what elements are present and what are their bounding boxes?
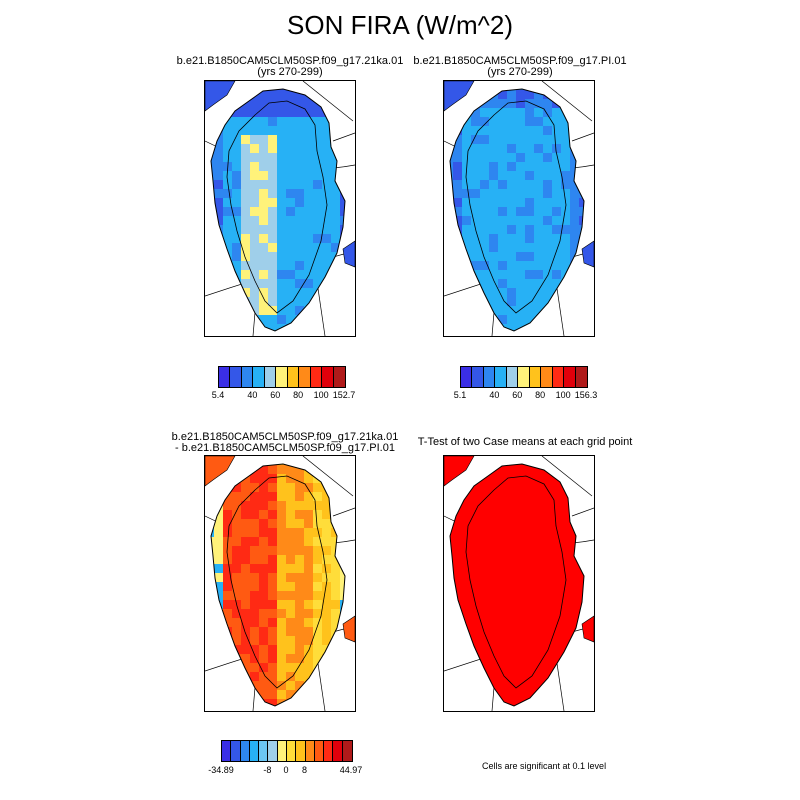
ice-sheet-contour <box>226 475 328 689</box>
colorbar-tick-label: 5.4 <box>211 390 225 400</box>
panel-title-pi-line1: b.e21.B1850CAM5CLM50SP.f09_g17.PI.01 <box>413 55 627 67</box>
colorbar-tick-label: 100 <box>555 390 571 400</box>
colorbar-swatch <box>286 741 297 761</box>
colorbar-swatch <box>472 367 484 387</box>
map-panel-ka <box>204 80 356 337</box>
field-cells <box>450 464 584 706</box>
colorbar-tick-label: 100 <box>313 390 329 400</box>
colorbar-swatch <box>310 367 323 387</box>
colorbar-swatch <box>219 367 231 387</box>
colorbar-swatch <box>268 741 278 761</box>
colorbar-tick-label: 60 <box>270 390 281 400</box>
field-cells <box>211 89 345 331</box>
colorbar-tick-label: 44.97 <box>339 765 363 775</box>
map-panel-ttest <box>443 455 595 712</box>
colorbar-swatch <box>461 367 473 387</box>
neighbor-land <box>444 456 594 643</box>
coastline <box>210 463 346 707</box>
greenland-map <box>205 456 355 711</box>
colorbar-swatch <box>322 367 334 387</box>
colorbar-swatch <box>529 367 542 387</box>
colorbar-tick-label: 80 <box>535 390 546 400</box>
colorbar-swatch <box>483 367 496 387</box>
colorbar-ka <box>218 366 346 388</box>
field-cells <box>450 89 584 331</box>
colorbar-swatch <box>222 741 232 761</box>
colorbar-swatch <box>518 367 530 387</box>
ice-sheet-contour <box>226 100 328 314</box>
colorbar-tick-label: 0 <box>283 765 289 775</box>
panel-title-diff: b.e21.B1850CAM5CLM50SP.f09_g17.21ka.01 -… <box>155 432 415 454</box>
colorbar-swatch <box>333 741 343 761</box>
panel-title-pi: b.e21.B1850CAM5CLM50SP.f09_g17.PI.01 (yr… <box>400 56 640 78</box>
colorbar-tick-label: 80 <box>293 390 304 400</box>
panel-title-diff-line2: - b.e21.B1850CAM5CLM50SP.f09_g17.PI.01 <box>175 442 395 454</box>
colorbar-tick-label: 5.1 <box>453 390 467 400</box>
colorbar-swatch <box>231 741 241 761</box>
ice-sheet-contour <box>465 100 567 314</box>
colorbar-swatch <box>253 367 265 387</box>
colorbar-swatch <box>314 741 325 761</box>
panel-title-ka-line1: b.e21.B1850CAM5CLM50SP.f09_g17.21ka.01 <box>176 55 404 67</box>
map-panel-diff <box>204 455 356 712</box>
significance-note: Cells are significant at 0.1 level <box>482 761 607 771</box>
colorbar-swatch <box>240 741 250 761</box>
coastline <box>210 88 346 332</box>
colorbar-swatch <box>259 741 269 761</box>
colorbar-swatch <box>277 741 287 761</box>
colorbar-swatch <box>296 741 306 761</box>
colorbar-tick-label: 60 <box>512 390 523 400</box>
colorbar-swatch <box>575 367 587 387</box>
colorbar-swatch <box>333 367 345 387</box>
colorbar-swatch <box>506 367 519 387</box>
panel-title-diff-line1: b.e21.B1850CAM5CLM50SP.f09_g17.21ka.01 <box>171 431 399 443</box>
panel-title-ttest: T-Test of two Case means at each grid po… <box>405 437 645 448</box>
colorbar-swatch <box>276 367 288 387</box>
colorbar-swatch <box>541 367 553 387</box>
greenland-map <box>444 81 594 336</box>
colorbar-tick-label: -34.89 <box>208 765 234 775</box>
coastline <box>449 88 585 332</box>
panel-title-ka: b.e21.B1850CAM5CLM50SP.f09_g17.21ka.01 (… <box>160 56 420 78</box>
panel-title-ttest-line1: T-Test of two Case means at each grid po… <box>417 436 633 448</box>
map-panel-pi <box>443 80 595 337</box>
colorbar-diff <box>221 740 353 762</box>
coastline <box>449 463 585 707</box>
greenland-map <box>205 81 355 336</box>
colorbar-swatch <box>324 741 334 761</box>
colorbar-pi <box>460 366 588 388</box>
colorbar-tick-label: 156.3 <box>574 390 598 400</box>
colorbar-tick-label: -8 <box>263 765 272 775</box>
field-cells <box>211 464 345 706</box>
panel-title-ka-line2: (yrs 270-299) <box>257 66 323 78</box>
ice-sheet-contour <box>465 475 567 689</box>
panel-title-pi-line2: (yrs 270-299) <box>487 66 553 78</box>
figure-title: SON FIRA (W/m^2) <box>287 10 513 40</box>
colorbar-swatch <box>287 367 300 387</box>
neighbor-land <box>444 81 594 268</box>
colorbar-tick-label: 152.7 <box>332 390 356 400</box>
colorbar-swatch <box>495 367 507 387</box>
neighbor-land <box>205 81 355 268</box>
colorbar-swatch <box>249 741 260 761</box>
colorbar-tick-label: 8 <box>302 765 308 775</box>
colorbar-tick-label: 40 <box>489 390 500 400</box>
colorbar-swatch <box>342 741 352 761</box>
colorbar-tick-label: 40 <box>247 390 258 400</box>
colorbar-swatch <box>241 367 254 387</box>
colorbar-swatch <box>305 741 315 761</box>
greenland-map <box>444 456 594 711</box>
colorbar-swatch <box>230 367 242 387</box>
colorbar-swatch <box>552 367 565 387</box>
colorbar-swatch <box>299 367 311 387</box>
neighbor-land <box>205 456 355 643</box>
colorbar-swatch <box>264 367 277 387</box>
colorbar-swatch <box>564 367 576 387</box>
